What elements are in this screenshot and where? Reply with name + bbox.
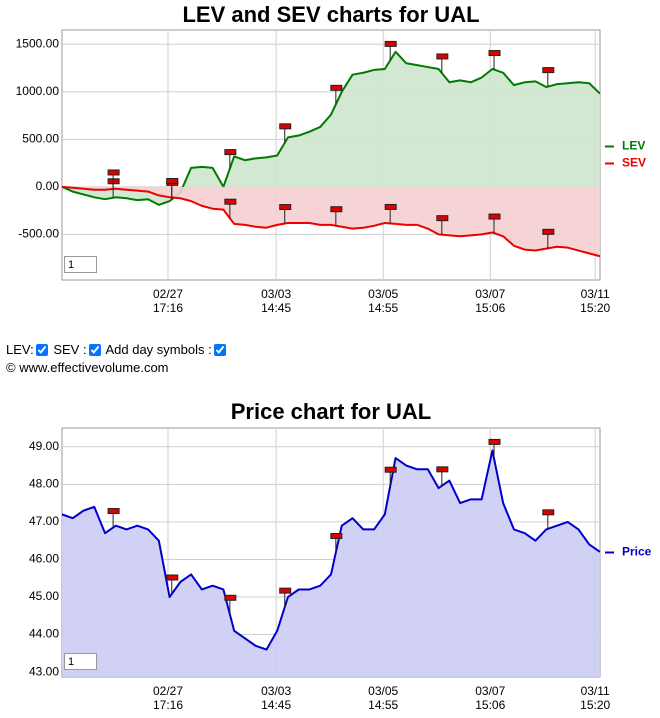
day-marker-flag (107, 508, 120, 515)
y-tick-label: 46.00 (29, 552, 59, 566)
day-marker-flag (488, 213, 501, 220)
x-tick-label: 03/03 14:45 (261, 287, 292, 315)
day-symbols-label: Add day symbols : (105, 342, 212, 357)
day-marker-flag (542, 67, 555, 74)
day-marker-flag (330, 206, 343, 213)
day-symbols-checkbox[interactable] (213, 344, 226, 356)
day-marker-flag (384, 40, 397, 47)
day-marker (542, 67, 555, 87)
y-tick-label: 1000.00 (16, 84, 60, 98)
day-marker (224, 198, 237, 219)
x-tick-label: 03/05 14:55 (368, 287, 399, 315)
y-tick-label: -500.00 (18, 227, 59, 241)
day-marker (330, 206, 343, 226)
day-marker (279, 204, 292, 224)
series-line (61, 449, 601, 651)
day-marker-flag (436, 466, 449, 473)
x-tick-label: 02/27 17:16 (152, 684, 183, 712)
x-tick-label: 03/11 15:20 (580, 684, 611, 712)
day-marker (279, 123, 292, 143)
day-marker-flag (330, 84, 343, 91)
legend-label: SEV (622, 156, 646, 170)
sev-label: SEV : (53, 342, 87, 357)
y-tick-label: 1500.00 (16, 36, 60, 50)
day-marker (224, 594, 237, 615)
day-marker (436, 53, 449, 73)
day-marker-flag (542, 228, 555, 235)
x-tick-label: 03/05 14:55 (368, 684, 399, 712)
legend-label: Price (622, 545, 652, 559)
day-marker (488, 50, 501, 70)
day-marker (488, 438, 501, 459)
y-tick-label: 48.00 (29, 477, 59, 491)
day-marker (542, 509, 555, 529)
series-area (62, 450, 600, 677)
y-tick-label: 500.00 (22, 131, 59, 145)
chart-title: Price chart for UAL (231, 399, 432, 424)
y-tick-label: 44.00 (29, 627, 59, 641)
y-tick-label: 45.00 (29, 589, 59, 603)
controls: LEV: SEV : Add day symbols : © www.effec… (6, 341, 228, 377)
day-marker (384, 466, 397, 487)
day-marker-flag (107, 169, 120, 176)
series-area (62, 51, 600, 205)
sev-checkbox[interactable] (88, 344, 101, 356)
day-marker-flag (384, 466, 397, 473)
y-tick-label: 43.00 (29, 664, 59, 678)
x-tick-label: 03/07 15:06 (475, 684, 506, 712)
toggle-row: LEV: SEV : Add day symbols : (6, 341, 228, 359)
x-tick-label: 03/11 15:20 (580, 287, 611, 315)
day-marker-flag (166, 177, 179, 184)
y-tick-label: 0.00 (36, 179, 60, 193)
x-tick-label: 03/07 15:06 (475, 287, 506, 315)
copyright: © www.effectivevolume.com (6, 360, 169, 375)
day-marker-flag (542, 509, 555, 516)
day-marker (436, 215, 449, 235)
day-marker-flag (224, 149, 237, 156)
day-marker (488, 213, 501, 234)
legend-label: LEV (622, 139, 645, 153)
day-marker (330, 84, 343, 105)
day-marker (384, 203, 397, 224)
day-marker-flag (279, 587, 292, 594)
day-marker (384, 40, 397, 61)
day-marker (542, 228, 555, 249)
day-marker (330, 533, 343, 553)
day-marker (107, 508, 120, 528)
day-marker-flag (166, 574, 179, 581)
day-marker-flag (488, 50, 501, 57)
day-marker-flag (436, 215, 449, 222)
day-marker-flag (224, 198, 237, 205)
day-marker-flag (224, 594, 237, 601)
day-marker (436, 466, 449, 486)
day-marker (107, 169, 120, 189)
series-line (61, 50, 601, 206)
day-marker (224, 149, 237, 169)
day-marker-flag (384, 203, 397, 210)
x-tick-label: 02/27 17:16 (152, 287, 183, 315)
day-marker-flag (279, 123, 292, 130)
day-marker (166, 177, 179, 198)
day-marker (166, 574, 179, 594)
x-tick-label: 03/03 14:45 (261, 684, 292, 712)
zoom-input[interactable]: 1 (64, 653, 97, 670)
day-marker-flag (436, 53, 449, 60)
lev-label: LEV: (6, 342, 34, 357)
zoom-input[interactable]: 1 (64, 256, 97, 273)
y-tick-label: 47.00 (29, 514, 59, 528)
chart-title: LEV and SEV charts for UAL (182, 2, 479, 27)
day-marker (279, 587, 292, 608)
day-marker-flag (488, 438, 501, 445)
series-line (61, 185, 601, 258)
day-marker-flag (330, 533, 343, 539)
lev-checkbox[interactable] (35, 344, 48, 356)
y-tick-label: 49.00 (29, 439, 59, 453)
day-marker-flag (279, 204, 292, 211)
series-area (62, 186, 600, 257)
